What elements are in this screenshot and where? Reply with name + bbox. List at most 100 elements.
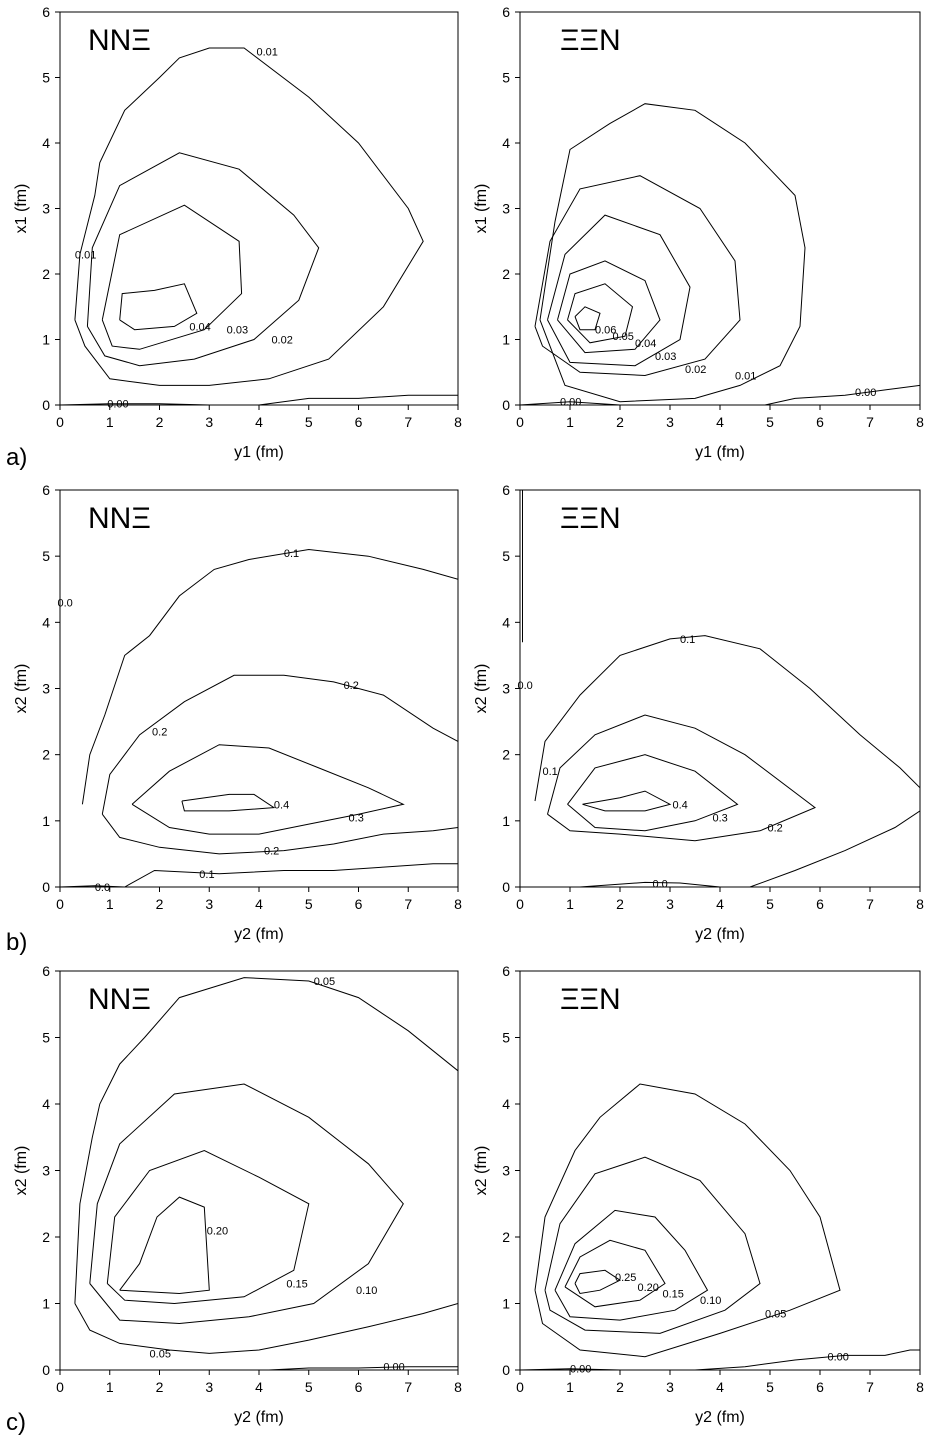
contour-label: 0.1 [543, 766, 558, 778]
x-tick-label: 3 [205, 414, 213, 430]
y-tick-label: 3 [502, 201, 510, 217]
y-tick-label: 2 [502, 266, 510, 282]
row-label-c: c) [6, 1409, 26, 1436]
x-tick-label: 6 [816, 896, 824, 912]
contour-label: 0.01 [75, 249, 96, 261]
y-tick-label: 1 [502, 1296, 510, 1312]
contour-label: 0.2 [344, 680, 359, 692]
contour-label: 0.2 [152, 727, 167, 739]
x-tick-label: 6 [355, 1379, 363, 1395]
x-tick-label: 2 [616, 896, 624, 912]
y-tick-label: 5 [42, 548, 50, 564]
x-tick-label: 2 [616, 1379, 624, 1395]
contour-label: 0.03 [655, 351, 676, 363]
contour-label: 0.25 [615, 1272, 636, 1284]
contour-line-0.05 [567, 283, 634, 344]
x-tick-label: 8 [916, 414, 924, 430]
contour-line-0.20 [119, 1196, 210, 1295]
x-tick-label: 2 [616, 414, 624, 430]
y-tick-label: 1 [42, 1296, 50, 1312]
contour-line-0.20 [564, 1239, 666, 1308]
contour-line-0.03 [547, 214, 691, 367]
x-tick-label: 1 [566, 1379, 574, 1395]
y-tick-label: 1 [502, 332, 510, 348]
contour-line-0.15 [106, 1149, 310, 1305]
row-label-a: a) [6, 444, 27, 471]
y-tick-label: 1 [502, 813, 510, 829]
plot-frame [59, 970, 459, 1371]
y-tick-label: 2 [502, 747, 510, 763]
contour-label: 0.04 [189, 321, 210, 333]
panel-5: 0 1 2 3 4 5 6 7 8 0 1 2 3 4 5 6 y2 (fm) x2 (fm) ΞΞN 0.00 0.0… [473, 963, 924, 1426]
x-tick-label: 5 [305, 1379, 313, 1395]
y-tick-label: 5 [42, 1030, 50, 1046]
x-tick-label: 6 [355, 896, 363, 912]
contour-group [74, 977, 458, 1370]
x-axis-label: y2 (fm) [234, 1409, 284, 1426]
y-tick-label: 4 [42, 1096, 50, 1112]
x-tick-label: 7 [404, 896, 412, 912]
panel-1: 0 1 2 3 4 5 6 7 8 0 1 2 3 4 5 6 y1 (fm) x1 (fm) ΞΞN 0.00 0.0… [473, 4, 924, 461]
y-tick-label: 4 [42, 135, 50, 151]
contour-line-0.1 [534, 635, 920, 802]
y-tick-label: 0 [42, 397, 50, 413]
y-tick-label: 4 [502, 614, 510, 630]
contour-line-0.05 [534, 1083, 841, 1358]
x-tick-label: 5 [766, 414, 774, 430]
panel-title: NNΞ [88, 983, 151, 1016]
x-tick-label: 1 [566, 414, 574, 430]
x-tick-label: 2 [156, 1379, 164, 1395]
contour-label: 0.15 [286, 1279, 307, 1291]
contour-line-0.06 [574, 306, 601, 331]
y-tick-label: 4 [502, 1096, 510, 1112]
x-tick-label: 7 [866, 414, 874, 430]
x-axis-label: y2 (fm) [695, 926, 745, 943]
y-axis-label: x2 (fm) [473, 664, 490, 714]
contour-line-0.0 [60, 885, 125, 887]
x-tick-label: 3 [666, 896, 674, 912]
contour-line-0.2 [101, 674, 458, 815]
x-tick-label: 0 [516, 414, 524, 430]
y-tick-label: 2 [42, 266, 50, 282]
contour-group [60, 548, 458, 887]
contour-label: 0.00 [560, 397, 581, 409]
contour-label: 0.05 [150, 1348, 171, 1360]
panel-title: ΞΞN [560, 502, 621, 535]
panel-title: ΞΞN [560, 983, 621, 1016]
contour-line-0.1 [81, 548, 458, 805]
contour-label: 0.0 [653, 879, 668, 891]
contour-line-0.3 [131, 744, 405, 835]
x-tick-label: 4 [716, 896, 724, 912]
contour-label: 0.10 [356, 1285, 377, 1297]
panel-3: 0 1 2 3 4 5 6 7 8 0 1 2 3 4 5 6 y2 (fm) x2 (fm) ΞΞN 0.0 0.0 0… [473, 482, 924, 943]
contour-label: 0.20 [207, 1225, 228, 1237]
contour-label: 0.00 [855, 387, 876, 399]
contour-label: 0.00 [828, 1352, 849, 1364]
y-tick-label: 6 [502, 482, 510, 498]
contour-label: 0.20 [638, 1282, 659, 1294]
x-tick-label: 1 [106, 1379, 114, 1395]
x-tick-label: 5 [305, 896, 313, 912]
contour-line-0.02 [534, 175, 741, 377]
x-tick-label: 7 [866, 1379, 874, 1395]
panel-2: 0 1 2 3 4 5 6 7 8 0 1 2 3 4 5 6 y2 (fm) x2 (fm) NNΞ 0.0 0.0 0… [13, 482, 462, 943]
panel-0: 0 1 2 3 4 5 6 7 8 0 1 2 3 4 5 6 y1 (fm) x1 (fm) NNΞ 0.00 0.0… [13, 4, 462, 461]
x-axis-label: y2 (fm) [695, 1409, 745, 1426]
x-tick-label: 5 [766, 896, 774, 912]
panel-4: 0 1 2 3 4 5 6 7 8 0 1 2 3 4 5 6 y2 (fm) x2 (fm) NNΞ 0.00 0.0… [13, 963, 462, 1426]
x-tick-label: 8 [454, 896, 462, 912]
contour-line-0.10 [544, 1156, 761, 1334]
x-axis-label: y1 (fm) [234, 444, 284, 461]
x-tick-label: 0 [516, 896, 524, 912]
x-tick-label: 4 [255, 1379, 263, 1395]
y-tick-label: 6 [42, 963, 50, 979]
contour-label: 0.02 [271, 335, 292, 347]
x-tick-label: 1 [106, 414, 114, 430]
y-axis-label: x1 (fm) [13, 184, 30, 234]
y-tick-label: 5 [42, 70, 50, 86]
x-tick-label: 1 [106, 896, 114, 912]
plot-frame [59, 489, 459, 888]
contour-group [520, 1083, 920, 1370]
contour-label: 0.2 [768, 822, 783, 834]
